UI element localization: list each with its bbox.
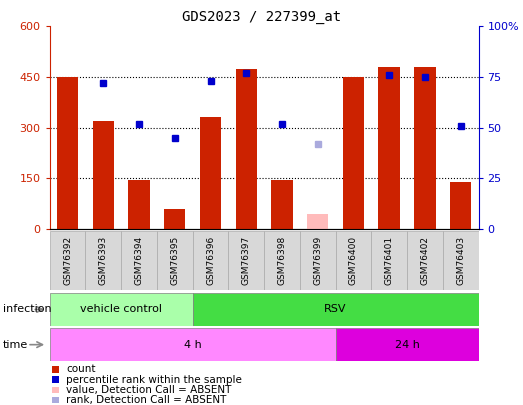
Text: GSM76403: GSM76403: [456, 236, 465, 285]
Bar: [192, 231, 229, 290]
Text: GSM76397: GSM76397: [242, 236, 251, 285]
Bar: [93, 121, 114, 229]
Text: RSV: RSV: [324, 305, 347, 314]
Text: rank, Detection Call = ABSENT: rank, Detection Call = ABSENT: [66, 395, 227, 405]
Text: value, Detection Call = ABSENT: value, Detection Call = ABSENT: [66, 385, 232, 395]
Bar: [200, 117, 221, 229]
Bar: [235, 68, 257, 229]
Text: 24 h: 24 h: [395, 340, 419, 350]
Text: GSM76398: GSM76398: [278, 236, 287, 285]
Bar: [121, 231, 157, 290]
Bar: [192, 293, 479, 326]
Bar: [300, 231, 336, 290]
Text: GSM76394: GSM76394: [134, 236, 143, 285]
Text: GSM76402: GSM76402: [420, 236, 429, 285]
Bar: [443, 231, 479, 290]
Bar: [336, 328, 479, 361]
Text: GSM76393: GSM76393: [99, 236, 108, 285]
Text: GSM76400: GSM76400: [349, 236, 358, 285]
Text: vehicle control: vehicle control: [80, 305, 162, 314]
Bar: [371, 231, 407, 290]
Bar: [264, 231, 300, 290]
Bar: [450, 181, 471, 229]
Bar: [50, 293, 192, 326]
Text: GSM76392: GSM76392: [63, 236, 72, 285]
Bar: [414, 67, 436, 229]
Bar: [271, 180, 293, 229]
Bar: [128, 180, 150, 229]
Text: count: count: [66, 364, 96, 375]
Bar: [57, 77, 78, 229]
Bar: [336, 231, 371, 290]
Bar: [157, 231, 192, 290]
Text: percentile rank within the sample: percentile rank within the sample: [66, 375, 242, 385]
Bar: [229, 231, 264, 290]
Text: GDS2023 / 227399_at: GDS2023 / 227399_at: [182, 10, 341, 24]
Bar: [85, 231, 121, 290]
Text: GSM76396: GSM76396: [206, 236, 215, 285]
Bar: [343, 77, 364, 229]
Text: time: time: [3, 340, 28, 350]
Bar: [164, 209, 186, 229]
Bar: [407, 231, 443, 290]
Text: GSM76401: GSM76401: [385, 236, 394, 285]
Bar: [379, 67, 400, 229]
Text: infection: infection: [3, 305, 51, 314]
Bar: [50, 328, 336, 361]
Text: GSM76399: GSM76399: [313, 236, 322, 285]
Text: 4 h: 4 h: [184, 340, 201, 350]
Text: GSM76395: GSM76395: [170, 236, 179, 285]
Bar: [307, 214, 328, 229]
Bar: [50, 231, 85, 290]
